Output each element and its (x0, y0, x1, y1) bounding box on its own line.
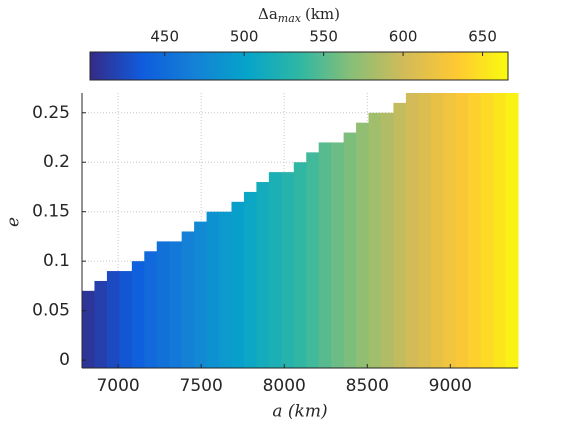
y-tick-label: 0.2 (43, 152, 70, 172)
cell-column (219, 211, 232, 368)
colorbar-tick-label: 550 (309, 28, 338, 46)
cell-column (169, 241, 183, 368)
x-tick-label: 8000 (263, 376, 306, 396)
cell-column (82, 290, 95, 368)
colorbar-title-base: Δa (258, 5, 278, 23)
colorbar-tick-label: 600 (389, 28, 418, 46)
cell-column (131, 261, 145, 368)
cells (82, 93, 519, 368)
axes: 7000 7500 8000 8500 9000 0 0.05 0.1 0.15 0.2 0.25 4… (32, 28, 518, 396)
y-tick-label: 0 (59, 350, 70, 370)
cell-column (393, 102, 407, 368)
cell-column (268, 172, 282, 368)
cell-column (455, 93, 469, 368)
cell-column (430, 93, 444, 368)
cell-column (356, 122, 370, 368)
cell-column (106, 271, 120, 368)
x-axis-label: a (km) (272, 402, 327, 422)
cell-column (306, 152, 320, 368)
cell-column (243, 191, 257, 368)
cell-column (493, 93, 507, 368)
cell-column (380, 112, 394, 368)
colorbar (89, 51, 509, 81)
cell-column (343, 132, 357, 368)
cell-column (194, 221, 208, 368)
cell-column (505, 93, 519, 368)
cell-column (318, 142, 332, 368)
colorbar-title-sub: max (278, 12, 302, 25)
x-tick-label: 8500 (346, 376, 389, 396)
cell-column (94, 280, 108, 368)
colorbar-title: Δamax (km) (258, 5, 340, 25)
x-tick-label: 7000 (96, 376, 139, 396)
cell-column (181, 231, 195, 368)
cell-column (119, 271, 133, 368)
cell-column (368, 112, 382, 368)
cell-column (256, 182, 270, 368)
cell-column (443, 93, 457, 368)
colorbar-tick-label: 500 (230, 28, 259, 46)
x-tick-label: 7500 (180, 376, 223, 396)
cell-column (156, 241, 170, 368)
cell-column (206, 211, 220, 368)
y-tick-label: 0.15 (32, 202, 70, 222)
x-tick-label: 9000 (429, 376, 472, 396)
cell-column (468, 93, 482, 368)
colorbar-title-unit: (km) (305, 5, 340, 23)
cell-column (281, 172, 295, 368)
cell-column (293, 162, 307, 368)
cell-column (418, 93, 432, 368)
cell-column (331, 142, 345, 368)
cell-column (480, 93, 494, 368)
y-tick-label: 0.1 (43, 251, 70, 271)
colorbar-tick-label: 650 (468, 28, 497, 46)
y-tick-label: 0.25 (32, 103, 70, 123)
y-tick-label: 0.05 (32, 301, 70, 321)
colorbar-tick-label: 450 (150, 28, 179, 46)
cell-column (405, 93, 419, 368)
y-axis-label: e (4, 217, 24, 227)
cell-column (231, 201, 245, 368)
cell-column (144, 251, 158, 368)
